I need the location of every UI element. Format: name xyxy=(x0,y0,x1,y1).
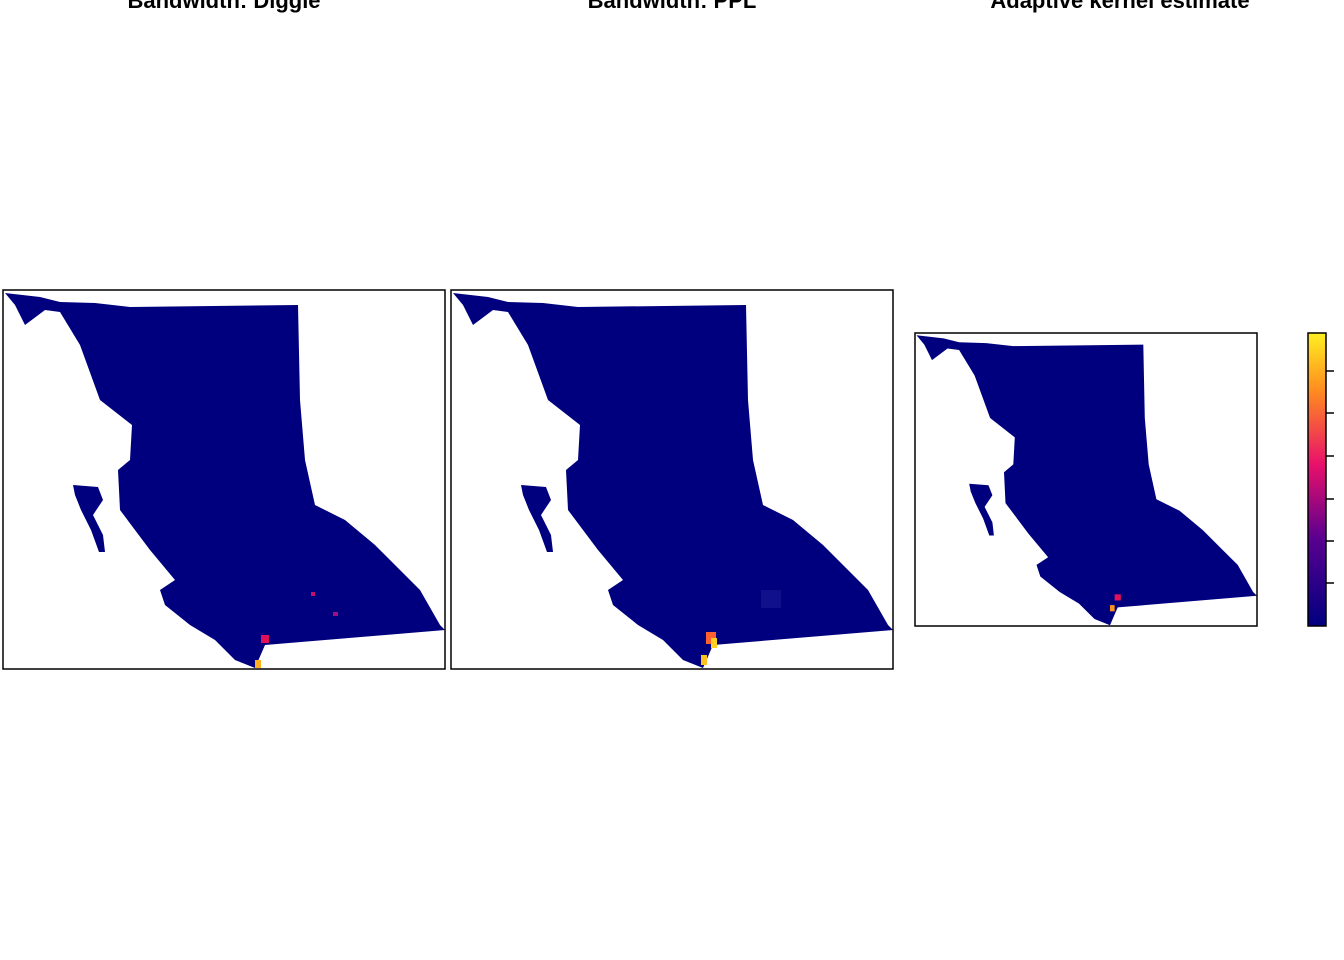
density-region xyxy=(916,335,1257,626)
hotspot xyxy=(311,592,315,596)
hotspot xyxy=(711,638,717,648)
hotspot xyxy=(701,655,707,665)
panels: Bandwidth: Diggle Bandwidth: PPL Adaptive … xyxy=(2,0,1258,670)
density-island xyxy=(521,485,553,552)
hotspot xyxy=(261,635,269,643)
panel-frame xyxy=(450,289,894,670)
density-island xyxy=(73,485,105,552)
hotspot xyxy=(761,590,781,608)
panel-frame xyxy=(914,332,1258,627)
hotspot xyxy=(1114,594,1121,601)
color-bar xyxy=(1307,332,1327,627)
color-bar-ticks xyxy=(1326,370,1334,584)
panel-title: Adaptive kernel estimate xyxy=(990,0,1249,13)
panel-frame xyxy=(2,289,446,670)
density-region xyxy=(5,293,445,668)
panel-title: Bandwidth: PPL xyxy=(588,0,757,13)
density-region xyxy=(453,293,893,668)
map-panel: Bandwidth: Diggle xyxy=(2,0,446,670)
hotspot xyxy=(333,612,338,616)
hotspot xyxy=(255,660,261,668)
map-panel: Adaptive kernel estimate xyxy=(914,0,1258,627)
map-panel: Bandwidth: PPL xyxy=(450,0,894,670)
hotspot xyxy=(1109,605,1115,612)
density-island xyxy=(969,483,994,536)
panel-title: Bandwidth: Diggle xyxy=(127,0,320,13)
